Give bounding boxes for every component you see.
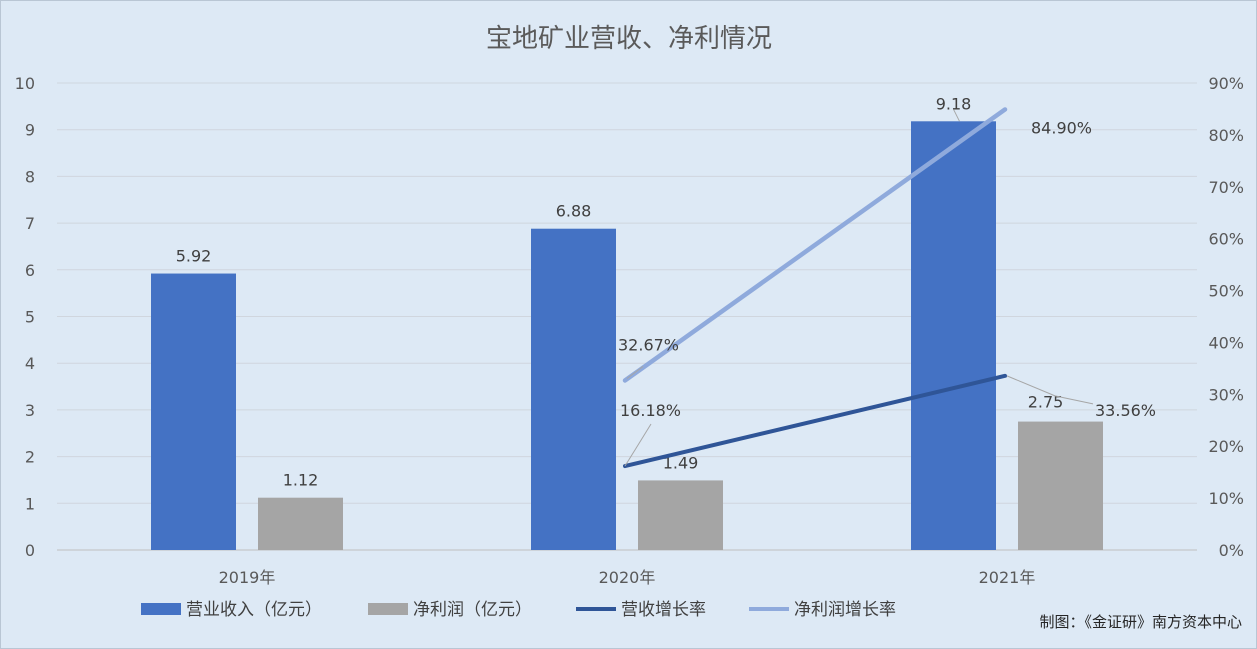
leader-line bbox=[1006, 375, 1094, 405]
line-data-label: 84.90% bbox=[1031, 118, 1092, 137]
leader-line bbox=[624, 423, 652, 467]
right-tick-label: 20% bbox=[1208, 437, 1244, 456]
left-tick-label: 6 bbox=[25, 261, 35, 280]
right-axis-ticks: 0% 10% 20% 30% 40% 50% 60% 70% 80% 90% bbox=[1208, 74, 1244, 560]
line-profit-growth bbox=[622, 107, 1008, 383]
legend-label: 净利润（亿元） bbox=[413, 600, 532, 620]
bar-data-label: 1.12 bbox=[283, 471, 319, 490]
right-tick-label: 10% bbox=[1208, 489, 1244, 508]
chart-title: 宝地矿业营收、净利情况 bbox=[486, 24, 772, 54]
right-tick-label: 90% bbox=[1208, 74, 1244, 93]
bar-revenue bbox=[151, 273, 236, 550]
bar-series: 5.92 6.88 9.18 1.12 1.49 2.75 bbox=[151, 94, 1103, 551]
bar-revenue bbox=[531, 228, 616, 551]
left-tick-label: 8 bbox=[25, 167, 35, 186]
gridlines bbox=[57, 82, 1197, 551]
line-revenue-growth bbox=[623, 373, 1007, 469]
bar-revenue bbox=[911, 121, 996, 550]
line-data-label: 33.56% bbox=[1095, 401, 1156, 420]
right-tick-label: 30% bbox=[1208, 385, 1244, 404]
left-tick-label: 1 bbox=[25, 494, 35, 513]
bar-profit bbox=[258, 497, 343, 550]
legend-swatch bbox=[141, 603, 181, 615]
legend-label: 营收增长率 bbox=[621, 600, 706, 620]
bar-data-label: 2.75 bbox=[1028, 393, 1064, 412]
category-label: 2020年 bbox=[599, 568, 656, 587]
left-tick-label: 7 bbox=[25, 214, 35, 233]
line-data-label: 32.67% bbox=[618, 335, 679, 354]
right-tick-label: 40% bbox=[1208, 333, 1244, 352]
leader-line bbox=[626, 366, 644, 379]
left-axis-ticks: 0 1 2 3 4 5 6 7 8 9 10 bbox=[15, 74, 35, 560]
bar-data-label: 5.92 bbox=[176, 247, 212, 266]
bar-profit bbox=[638, 480, 723, 550]
right-tick-label: 60% bbox=[1208, 230, 1244, 249]
right-tick-label: 50% bbox=[1208, 282, 1244, 301]
legend-swatch bbox=[368, 603, 408, 615]
bar-data-label: 6.88 bbox=[556, 202, 592, 221]
leader-line bbox=[953, 109, 960, 122]
left-tick-label: 4 bbox=[25, 354, 35, 373]
left-tick-label: 3 bbox=[25, 401, 35, 420]
left-tick-label: 10 bbox=[15, 74, 35, 93]
legend: 营业收入（亿元） 净利润（亿元） 营收增长率 净利润增长率 bbox=[141, 600, 896, 620]
right-tick-label: 0% bbox=[1219, 541, 1244, 560]
category-label: 2021年 bbox=[979, 568, 1036, 587]
left-tick-label: 0 bbox=[25, 541, 35, 560]
left-tick-label: 9 bbox=[25, 121, 35, 140]
right-tick-label: 70% bbox=[1208, 178, 1244, 197]
category-label: 2019年 bbox=[219, 568, 276, 587]
left-tick-label: 5 bbox=[25, 308, 35, 327]
bar-profit bbox=[1018, 421, 1103, 550]
line-data-label: 16.18% bbox=[620, 401, 681, 420]
category-axis-labels: 2019年 2020年 2021年 bbox=[219, 568, 1036, 587]
line-series: 16.18% 33.56% 32.67% 84.90% bbox=[618, 107, 1156, 469]
legend-label: 营业收入（亿元） bbox=[186, 600, 322, 620]
right-tick-label: 80% bbox=[1208, 126, 1244, 145]
chart-credit: 制图：《金证研》南方资本中心 bbox=[1039, 613, 1242, 631]
left-tick-label: 2 bbox=[25, 448, 35, 467]
bar-data-label: 1.49 bbox=[663, 453, 699, 472]
bar-data-label: 9.18 bbox=[936, 94, 972, 113]
legend-label: 净利润增长率 bbox=[794, 600, 896, 620]
